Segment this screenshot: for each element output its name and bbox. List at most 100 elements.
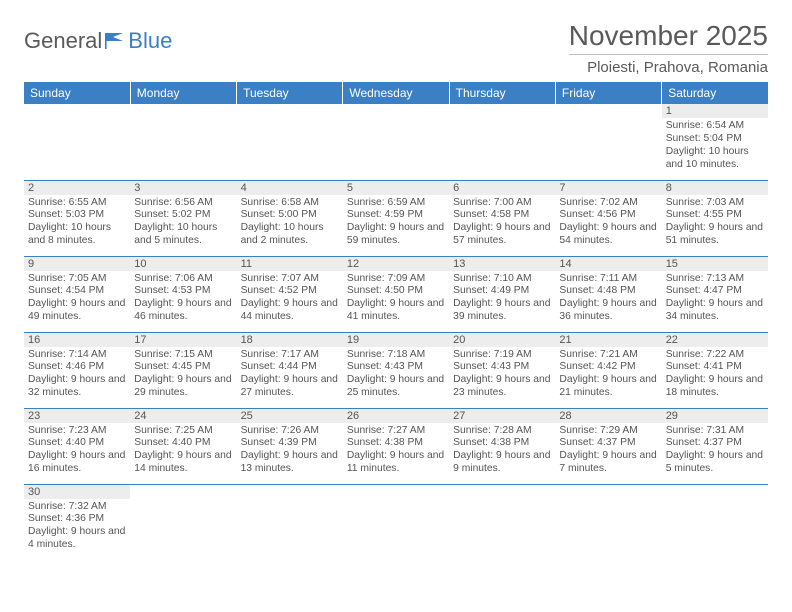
- sunset-text: Sunset: 4:45 PM: [134, 361, 232, 374]
- sunrise-text: Sunrise: 7:27 AM: [347, 425, 445, 438]
- logo: General Blue: [24, 28, 172, 54]
- daylight-text: Daylight: 9 hours and 32 minutes.: [28, 374, 126, 400]
- calendar-day-cell: [555, 104, 661, 180]
- daylight-text: Daylight: 9 hours and 36 minutes.: [559, 298, 657, 324]
- calendar-day-cell: 24Sunrise: 7:25 AMSunset: 4:40 PMDayligh…: [130, 408, 236, 484]
- sunrise-text: Sunrise: 7:32 AM: [28, 501, 126, 514]
- day-details: Sunrise: 7:02 AMSunset: 4:56 PMDaylight:…: [559, 197, 657, 248]
- day-number: 17: [130, 333, 236, 347]
- day-number: 2: [24, 181, 130, 195]
- calendar-day-cell: [130, 484, 236, 560]
- daylight-text: Daylight: 9 hours and 5 minutes.: [666, 450, 764, 476]
- sunrise-text: Sunrise: 7:23 AM: [28, 425, 126, 438]
- day-details: Sunrise: 7:31 AMSunset: 4:37 PMDaylight:…: [666, 425, 764, 476]
- calendar-day-cell: 2 Sunrise: 6:55 AMSunset: 5:03 PMDaylight…: [24, 180, 130, 256]
- calendar-day-cell: 8Sunrise: 7:03 AMSunset: 4:55 PMDaylight…: [662, 180, 768, 256]
- sunrise-text: Sunrise: 7:13 AM: [666, 273, 764, 286]
- day-details: Sunrise: 7:13 AMSunset: 4:47 PMDaylight:…: [666, 273, 764, 324]
- day-details: Sunrise: 7:10 AMSunset: 4:49 PMDaylight:…: [453, 273, 551, 324]
- day-number: 5: [343, 181, 449, 195]
- sunset-text: Sunset: 4:47 PM: [666, 285, 764, 298]
- calendar-day-cell: 6Sunrise: 7:00 AMSunset: 4:58 PMDaylight…: [449, 180, 555, 256]
- sunrise-text: Sunrise: 7:06 AM: [134, 273, 232, 286]
- sunrise-text: Sunrise: 6:55 AM: [28, 197, 126, 210]
- calendar-day-cell: [449, 484, 555, 560]
- calendar-day-cell: 10Sunrise: 7:06 AMSunset: 4:53 PMDayligh…: [130, 256, 236, 332]
- day-number: 12: [343, 257, 449, 271]
- calendar-day-cell: 17 Sunrise: 7:15 AMSunset: 4:45 PMDayligh…: [130, 332, 236, 408]
- sunset-text: Sunset: 4:40 PM: [28, 437, 126, 450]
- day-details: Sunrise: 6:55 AMSunset: 5:03 PMDaylight:…: [28, 197, 126, 248]
- sunrise-text: Sunrise: 7:18 AM: [347, 349, 445, 362]
- day-number: 9: [24, 257, 130, 271]
- daylight-text: Daylight: 9 hours and 13 minutes.: [241, 450, 339, 476]
- daylight-text: Daylight: 9 hours and 11 minutes.: [347, 450, 445, 476]
- daylight-text: Daylight: 10 hours and 10 minutes.: [666, 146, 764, 172]
- day-details: Sunrise: 7:26 AMSunset: 4:39 PMDaylight:…: [241, 425, 339, 476]
- calendar-day-cell: 3Sunrise: 6:56 AMSunset: 5:02 PMDaylight…: [130, 180, 236, 256]
- calendar-day-cell: 4Sunrise: 6:58 AMSunset: 5:00 PMDaylight…: [237, 180, 343, 256]
- day-header: Saturday: [662, 82, 768, 104]
- day-details: Sunrise: 7:25 AMSunset: 4:40 PMDaylight:…: [134, 425, 232, 476]
- day-header: Sunday: [24, 82, 130, 104]
- day-number: 19: [343, 333, 449, 347]
- sunset-text: Sunset: 4:43 PM: [453, 361, 551, 374]
- sunset-text: Sunset: 4:44 PM: [241, 361, 339, 374]
- calendar-day-cell: 18Sunrise: 7:17 AMSunset: 4:44 PMDayligh…: [237, 332, 343, 408]
- calendar-week-row: 1Sunrise: 6:54 AMSunset: 5:04 PMDaylight…: [24, 104, 768, 180]
- sunrise-text: Sunrise: 7:05 AM: [28, 273, 126, 286]
- sunrise-text: Sunrise: 7:10 AM: [453, 273, 551, 286]
- calendar-day-cell: 14Sunrise: 7:11 AMSunset: 4:48 PMDayligh…: [555, 256, 661, 332]
- sunset-text: Sunset: 4:41 PM: [666, 361, 764, 374]
- daylight-text: Daylight: 9 hours and 44 minutes.: [241, 298, 339, 324]
- day-number: 1: [662, 104, 768, 118]
- calendar-day-cell: 26Sunrise: 7:27 AMSunset: 4:38 PMDayligh…: [343, 408, 449, 484]
- sunset-text: Sunset: 4:55 PM: [666, 209, 764, 222]
- sunset-text: Sunset: 4:54 PM: [28, 285, 126, 298]
- sunset-text: Sunset: 4:53 PM: [134, 285, 232, 298]
- calendar-day-cell: 15Sunrise: 7:13 AMSunset: 4:47 PMDayligh…: [662, 256, 768, 332]
- sunset-text: Sunset: 4:38 PM: [453, 437, 551, 450]
- calendar-day-cell: [24, 104, 130, 180]
- sunset-text: Sunset: 4:43 PM: [347, 361, 445, 374]
- calendar-day-cell: [449, 104, 555, 180]
- calendar-table: SundayMondayTuesdayWednesdayThursdayFrid…: [24, 82, 768, 560]
- daylight-text: Daylight: 9 hours and 18 minutes.: [666, 374, 764, 400]
- day-details: Sunrise: 7:21 AMSunset: 4:42 PMDaylight:…: [559, 349, 657, 400]
- sunset-text: Sunset: 4:50 PM: [347, 285, 445, 298]
- day-number: 7: [555, 181, 661, 195]
- day-details: Sunrise: 7:15 AMSunset: 4:45 PMDaylight:…: [134, 349, 232, 400]
- day-header: Thursday: [449, 82, 555, 104]
- calendar-header-row: SundayMondayTuesdayWednesdayThursdayFrid…: [24, 82, 768, 104]
- sunrise-text: Sunrise: 7:14 AM: [28, 349, 126, 362]
- daylight-text: Daylight: 10 hours and 2 minutes.: [241, 222, 339, 248]
- sunset-text: Sunset: 4:36 PM: [28, 513, 126, 526]
- sunset-text: Sunset: 5:00 PM: [241, 209, 339, 222]
- day-header: Friday: [555, 82, 661, 104]
- day-details: Sunrise: 6:56 AMSunset: 5:02 PMDaylight:…: [134, 197, 232, 248]
- day-number: 20: [449, 333, 555, 347]
- sunrise-text: Sunrise: 7:25 AM: [134, 425, 232, 438]
- calendar-week-row: 16Sunrise: 7:14 AMSunset: 4:46 PMDayligh…: [24, 332, 768, 408]
- sunset-text: Sunset: 4:38 PM: [347, 437, 445, 450]
- sunrise-text: Sunrise: 6:56 AM: [134, 197, 232, 210]
- daylight-text: Daylight: 9 hours and 9 minutes.: [453, 450, 551, 476]
- calendar-day-cell: 16Sunrise: 7:14 AMSunset: 4:46 PMDayligh…: [24, 332, 130, 408]
- daylight-text: Daylight: 9 hours and 7 minutes.: [559, 450, 657, 476]
- day-number: 23: [24, 409, 130, 423]
- day-details: Sunrise: 7:22 AMSunset: 4:41 PMDaylight:…: [666, 349, 764, 400]
- sunrise-text: Sunrise: 7:22 AM: [666, 349, 764, 362]
- location-subtitle: Ploiesti, Prahova, Romania: [569, 59, 768, 76]
- calendar-day-cell: [662, 484, 768, 560]
- calendar-day-cell: 5Sunrise: 6:59 AMSunset: 4:59 PMDaylight…: [343, 180, 449, 256]
- month-year-title: November 2025: [569, 20, 768, 55]
- sunset-text: Sunset: 4:49 PM: [453, 285, 551, 298]
- sunrise-text: Sunrise: 7:11 AM: [559, 273, 657, 286]
- sunset-text: Sunset: 5:03 PM: [28, 209, 126, 222]
- sunset-text: Sunset: 4:58 PM: [453, 209, 551, 222]
- day-number: 4: [237, 181, 343, 195]
- day-header: Monday: [130, 82, 236, 104]
- day-details: Sunrise: 7:23 AMSunset: 4:40 PMDaylight:…: [28, 425, 126, 476]
- day-header: Wednesday: [343, 82, 449, 104]
- calendar-day-cell: 27Sunrise: 7:28 AMSunset: 4:38 PMDayligh…: [449, 408, 555, 484]
